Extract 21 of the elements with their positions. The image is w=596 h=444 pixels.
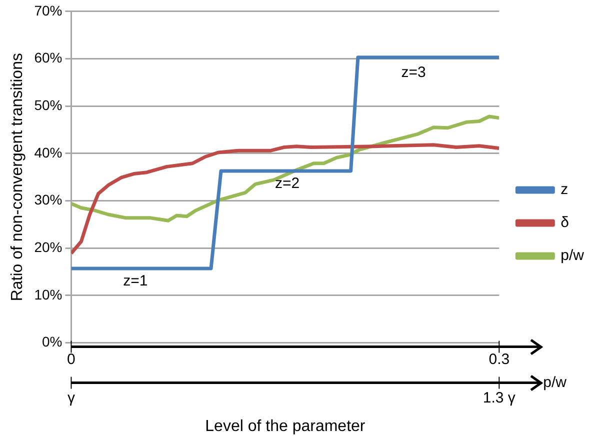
x-axis-title: Level of the parameter xyxy=(205,418,366,435)
y-axis-title: Ratio of non-convergent transitions xyxy=(9,53,26,302)
x2-axis-title: p/w xyxy=(543,374,567,391)
legend-label: z xyxy=(560,181,568,198)
y-tick-label: 40% xyxy=(34,144,62,160)
y-tick-label: 10% xyxy=(34,286,62,302)
annotation: z=1 xyxy=(123,272,148,290)
y-tick-label: 60% xyxy=(34,50,62,66)
legend-label: p/w xyxy=(560,247,584,264)
x-tick-label: 0 xyxy=(67,350,76,368)
y-tick-label: 30% xyxy=(34,192,62,208)
y-tick-label: 0% xyxy=(42,334,62,350)
annotation: z=3 xyxy=(401,64,426,82)
annotation: z=2 xyxy=(275,175,300,192)
y-tick-label: 20% xyxy=(34,238,62,255)
text: γ xyxy=(67,389,76,406)
y-tick-label: 70% xyxy=(34,2,62,18)
y-tick-label: 50% xyxy=(34,96,62,113)
legend-label: δ xyxy=(560,214,570,232)
x-tick-label: 0.3 xyxy=(488,350,510,368)
text: 1.3 γ xyxy=(482,389,516,406)
